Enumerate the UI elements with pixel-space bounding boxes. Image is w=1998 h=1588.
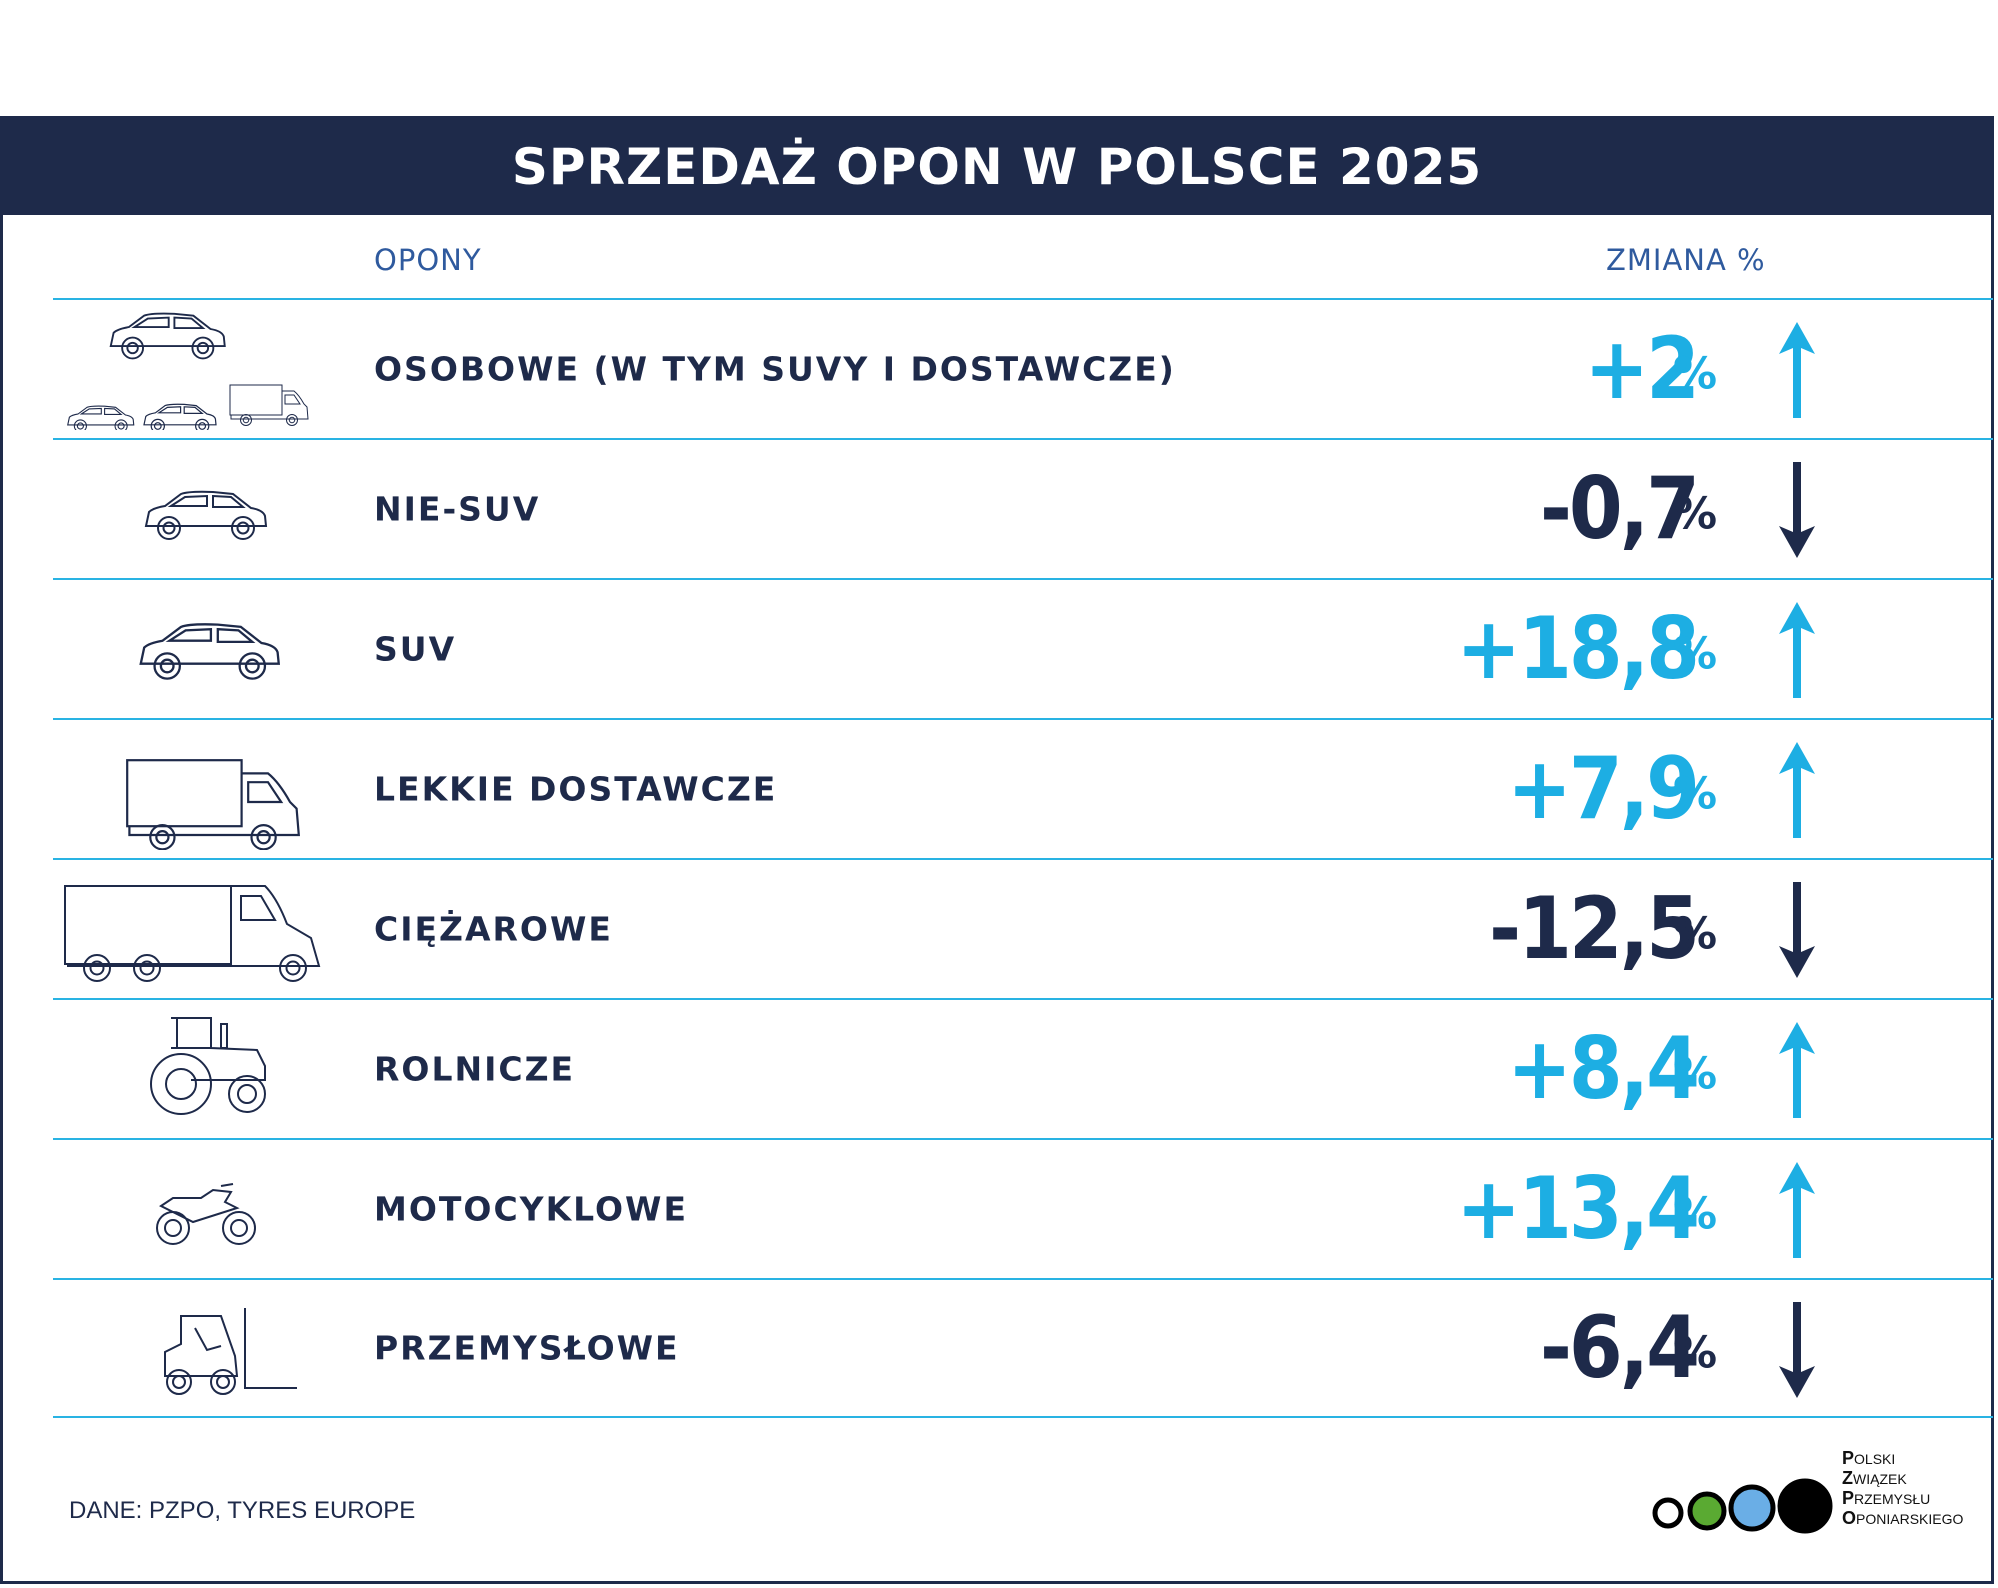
percent-sign: % (1673, 908, 1718, 960)
motorcycle-icon (61, 1148, 361, 1270)
row-label: CIĘŻAROWE (374, 909, 613, 949)
table-row: OSOBOWE (W TYM SUVY I DOSTAWCZE) +2 % (53, 298, 1993, 438)
row-label: SUV (374, 629, 457, 669)
percent-sign: % (1673, 1048, 1718, 1100)
trend-down-arrow-icon (1779, 882, 1815, 978)
trend-down-arrow-icon (1779, 462, 1815, 558)
logo-word: OPONIARSKIEGO (1842, 1508, 1964, 1528)
row-label: LEKKIE DOSTAWCZE (374, 769, 778, 809)
car-icon (61, 448, 361, 570)
change-value: -6,4 (1539, 1298, 1700, 1398)
column-header-change: ZMIANA % (1606, 243, 1766, 277)
trend-up-arrow-icon (1779, 1022, 1815, 1118)
percent-sign: % (1673, 488, 1718, 540)
data-table: OSOBOWE (W TYM SUVY I DOSTAWCZE) +2 % NI… (53, 298, 1993, 1418)
percent-sign: % (1673, 1188, 1718, 1240)
pzpo-logo: POLSKI ZWIĄZEK PRZEMYSŁU OPONIARSKIEGO (1651, 1449, 1981, 1549)
table-row: PRZEMYSŁOWE -6,4 % (53, 1278, 1993, 1418)
change-value: -12,5 (1488, 879, 1700, 979)
trend-up-arrow-icon (1779, 1162, 1815, 1258)
row-label: MOTOCYKLOWE (374, 1189, 688, 1229)
trend-up-arrow-icon (1779, 602, 1815, 698)
cars-group-icon (61, 308, 361, 434)
change-value: +2 (1584, 319, 1700, 419)
change-value: +13,4 (1456, 1159, 1700, 1259)
table-row: SUV +18,8 % (53, 578, 1993, 718)
column-header-tyres: OPONY (374, 243, 482, 277)
row-label: NIE-SUV (374, 489, 541, 529)
percent-sign: % (1673, 628, 1718, 680)
trend-up-arrow-icon (1779, 742, 1815, 838)
page-title: SPRZEDAŻ OPON W POLSCE 2025 (511, 138, 1483, 196)
van-icon (61, 728, 361, 851)
table-row: LEKKIE DOSTAWCZE +7,9 % (53, 718, 1993, 858)
logo-word: ZWIĄZEK (1842, 1468, 1907, 1488)
trend-down-arrow-icon (1779, 1302, 1815, 1398)
change-value: +18,8 (1456, 599, 1700, 699)
row-label: OSOBOWE (W TYM SUVY I DOSTAWCZE) (374, 349, 1176, 389)
logo-wordmark: POLSKI ZWIĄZEK PRZEMYSŁU OPONIARSKIEGO (1842, 1449, 1963, 1529)
percent-sign: % (1673, 768, 1718, 820)
row-label: ROLNICZE (374, 1049, 576, 1089)
logo-word: PRZEMYSŁU (1842, 1488, 1931, 1508)
logo-word: POLSKI (1842, 1448, 1896, 1468)
percent-sign: % (1673, 1327, 1718, 1379)
infographic-frame: SPRZEDAŻ OPON W POLSCE 2025 OPONY ZMIANA… (0, 116, 1994, 1584)
table-row: CIĘŻAROWE -12,5 % (53, 858, 1993, 998)
table-row: ROLNICZE +8,4 % (53, 998, 1993, 1138)
trend-up-arrow-icon (1779, 322, 1815, 418)
change-value: -0,7 (1539, 459, 1700, 559)
logo-circles (1652, 1478, 1833, 1534)
percent-sign: % (1673, 348, 1718, 400)
table-row: MOTOCYKLOWE +13,4 % (53, 1138, 1993, 1278)
change-value: +7,9 (1507, 739, 1700, 839)
tractor-icon (61, 1008, 361, 1130)
table-row: NIE-SUV -0,7 % (53, 438, 1993, 578)
suv-icon (61, 588, 361, 710)
row-label: PRZEMYSŁOWE (374, 1328, 680, 1368)
title-bar: SPRZEDAŻ OPON W POLSCE 2025 (3, 119, 1991, 215)
truck-icon (61, 868, 361, 990)
forklift-icon (61, 1288, 361, 1410)
change-value: +8,4 (1507, 1019, 1700, 1119)
data-source: DANE: PZPO, TYRES EUROPE (69, 1497, 416, 1524)
